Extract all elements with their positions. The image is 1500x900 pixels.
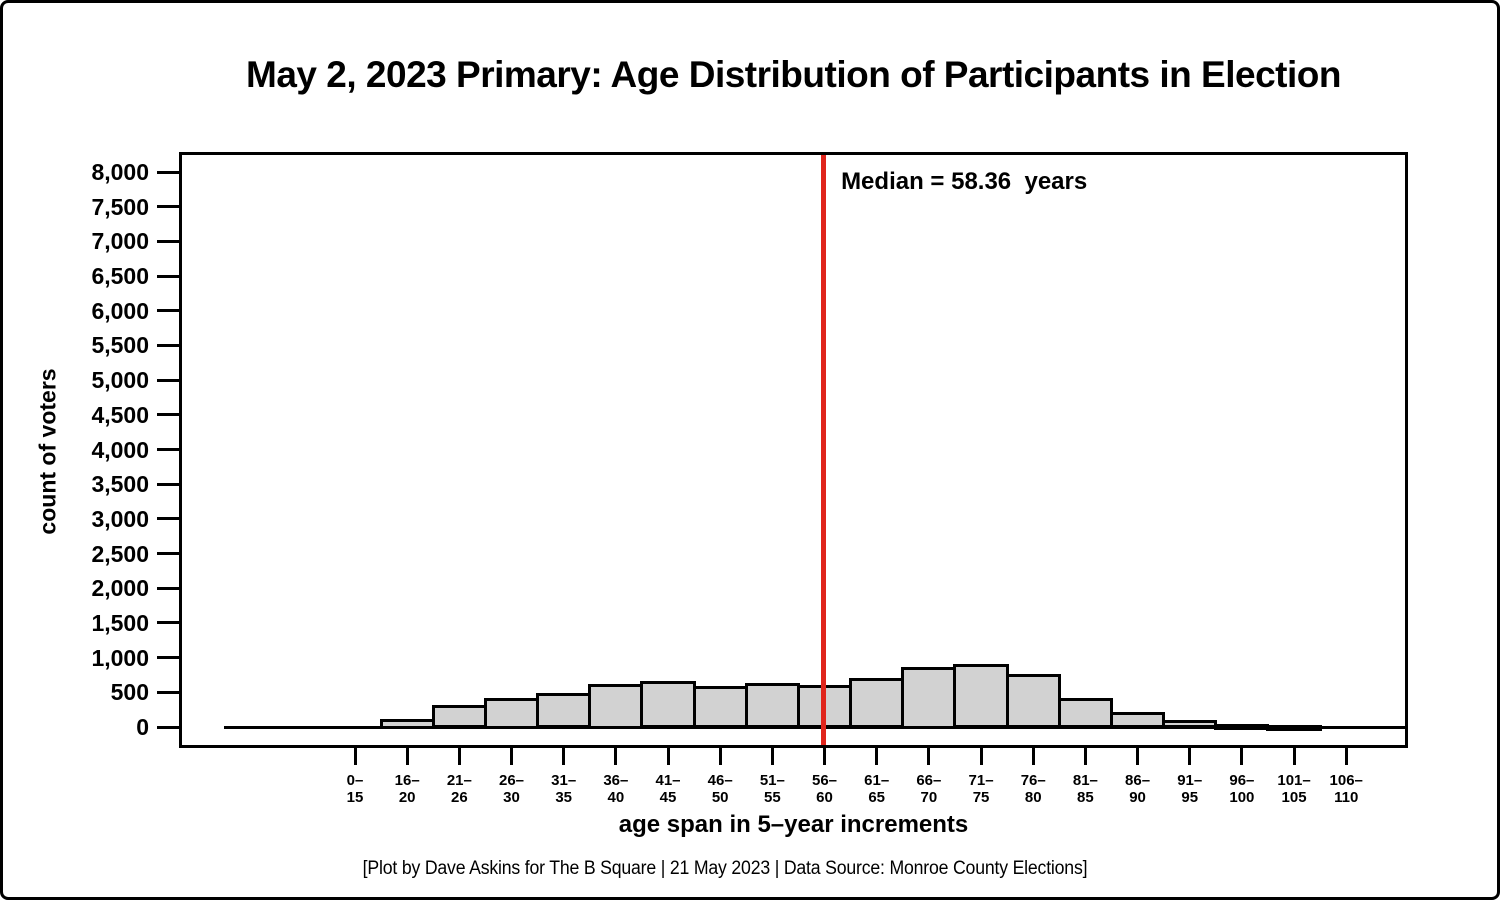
x-tick-label: 0– 15 [346,772,364,806]
footer-credit: [Plot by Dave Askins for The B Square | … [362,858,1088,879]
y-tick-label: 8,000 [91,159,149,185]
x-tick-mark [614,748,618,765]
x-tick-label: 21– 26 [446,772,472,806]
histogram-bar [536,692,592,729]
y-tick-label: 7,000 [91,228,149,255]
x-tick-label: 36– 40 [603,772,629,806]
x-tick-mark [1344,748,1348,765]
y-axis-title: count of voters [34,368,61,535]
y-tick-mark [157,309,179,313]
y-tick-mark [157,656,179,660]
histogram-bar [1057,698,1113,729]
y-tick-mark [157,343,179,347]
histogram-bar [483,697,540,729]
x-tick-label: 106– 110 [1329,772,1363,806]
y-tick-label: 500 [110,679,149,706]
y-tick-mark [157,621,179,625]
x-tick-label: 41– 45 [655,772,681,806]
y-tick-mark [157,239,179,243]
x-tick-mark [1240,748,1244,765]
y-tick-mark [157,205,179,209]
histogram-bar [431,705,487,729]
x-tick-label: 101– 105 [1277,772,1311,806]
y-tick-label: 4,000 [91,436,149,463]
histogram-bar [1109,711,1166,729]
y-tick-label: 6,000 [91,297,149,324]
histogram-bar [849,678,905,729]
histogram-bar [1005,674,1061,729]
chart-title: May 2, 2023 Primary: Age Distribution of… [246,54,1341,95]
x-tick-label: 31– 35 [551,772,577,806]
x-tick-label: 91– 95 [1177,772,1203,806]
x-tick-label: 86– 90 [1125,772,1151,806]
y-tick-mark [157,448,179,451]
histogram-bar [953,663,1009,729]
x-tick-mark [1031,748,1035,765]
histogram-bar [588,683,644,729]
y-tick-label: 2,000 [91,575,149,602]
x-tick-label: 66– 70 [916,772,942,806]
y-tick-label: 0 [136,714,149,740]
x-tick-label: 96– 100 [1229,772,1255,806]
x-tick-mark [1083,748,1087,765]
median-annotation: Median = 58.36 years [841,168,1088,195]
y-tick-mark [157,552,179,556]
x-tick-label: 56– 60 [812,772,838,806]
histogram-bar [1214,723,1270,730]
x-tick-mark [457,748,461,765]
histogram-bar [744,682,800,729]
y-tick-mark [157,413,179,417]
x-tick-mark [1188,748,1192,765]
histogram-bar [640,681,696,729]
x-tick-mark [353,748,357,765]
y-tick-label: 3,000 [91,505,149,532]
y-tick-mark [157,690,179,694]
x-tick-mark [823,748,827,765]
median-line [820,155,826,745]
x-tick-label: 71– 75 [968,772,994,806]
y-tick-mark [157,517,179,521]
histogram-bar [379,718,435,729]
x-tick-label: 61– 65 [864,772,890,806]
x-tick-label: 26– 30 [498,772,525,806]
x-tick-label: 51– 55 [759,772,785,806]
y-tick-mark [157,725,179,729]
plot-box [179,152,1408,748]
x-axis-title: age span in 5–year increments [618,811,969,838]
y-tick-label: 7,500 [91,193,149,220]
y-tick-label: 6,500 [91,263,149,290]
y-tick-mark [157,586,179,590]
y-tick-mark [157,274,179,278]
x-tick-mark [666,748,670,765]
y-tick-mark [157,170,179,174]
x-tick-mark [979,748,983,765]
y-tick-label: 5,000 [91,367,149,394]
y-tick-mark [157,378,179,382]
x-tick-label: 81– 85 [1072,772,1098,806]
histogram-bar [1266,725,1322,732]
x-tick-mark [927,748,931,765]
x-tick-mark [718,748,722,765]
x-tick-mark [875,748,879,765]
y-tick-label: 3,500 [91,471,149,498]
x-tick-label: 76– 80 [1020,772,1046,806]
y-tick-label: 2,500 [91,540,149,567]
histogram-bar [901,666,957,729]
y-tick-label: 5,500 [91,332,149,359]
x-tick-mark [770,748,774,765]
x-tick-mark [562,748,566,765]
histogram-bar [692,685,748,729]
y-tick-label: 1,500 [91,609,149,636]
y-tick-label: 1,000 [91,644,149,671]
y-tick-mark [157,482,179,486]
x-tick-mark [405,748,409,765]
histogram-bar [1162,719,1218,729]
x-tick-mark [1136,748,1140,765]
x-tick-mark [510,748,513,765]
x-tick-label: 16– 20 [394,772,420,806]
x-tick-label: 46– 50 [707,772,733,806]
y-tick-label: 4,500 [91,401,149,428]
x-tick-mark [1292,748,1296,765]
